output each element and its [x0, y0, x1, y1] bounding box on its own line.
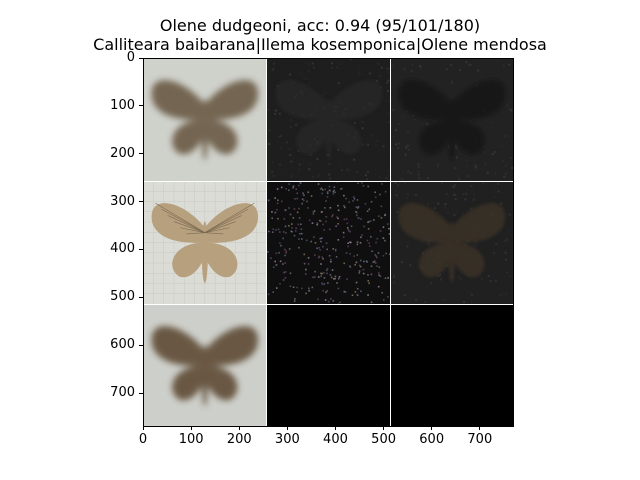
x-tick-label: 500 — [371, 432, 396, 447]
y-tick-mark — [139, 248, 143, 250]
image-tile-r0c1 — [266, 58, 391, 181]
y-tick-label: 100 — [110, 97, 135, 113]
x-tick-label: 700 — [467, 432, 493, 447]
image-tile-r1c2 — [390, 181, 514, 304]
image-tile-r0c2 — [390, 58, 514, 181]
x-tick-mark — [334, 426, 336, 430]
y-tick-mark — [139, 105, 143, 107]
x-tick-label: 600 — [419, 432, 445, 447]
tile-separator-horizontal — [143, 180, 514, 182]
chart-subtitle: Calliteara baibarana|Ilema kosemponica|O… — [93, 35, 547, 54]
chart-title: Olene dudgeoni, acc: 0.94 (95/101/180) — [159, 16, 481, 35]
x-tick-label: 200 — [226, 432, 252, 447]
image-tile-r2c1 — [266, 304, 391, 427]
image-tile-r1c0 — [143, 181, 267, 304]
y-tick-mark — [139, 153, 143, 155]
y-tick-label: 0 — [126, 50, 135, 65]
tile-separator-vertical — [389, 58, 391, 427]
x-tick-label: 300 — [274, 432, 300, 447]
y-tick-label: 400 — [110, 241, 135, 257]
image-tile-r0c0 — [143, 58, 267, 181]
x-tick-mark — [142, 426, 144, 430]
x-tick-mark — [479, 426, 481, 430]
image-tile-r2c2 — [390, 304, 514, 427]
y-tick-mark — [139, 201, 143, 203]
image-grid-axes — [143, 58, 514, 427]
x-tick-mark — [286, 426, 288, 430]
x-tick-label: 400 — [323, 432, 348, 447]
tile-separator-horizontal — [143, 303, 514, 305]
image-tile-r2c0 — [143, 304, 267, 427]
x-tick-mark — [431, 426, 433, 430]
x-tick-label: 100 — [178, 432, 204, 447]
y-tick-mark — [139, 296, 143, 298]
x-tick-mark — [383, 426, 385, 430]
y-tick-mark — [139, 392, 143, 394]
x-tick-mark — [238, 426, 240, 430]
y-tick-label: 600 — [110, 337, 135, 353]
y-tick-label: 500 — [110, 289, 135, 305]
image-tile-r1c1 — [266, 181, 391, 304]
y-tick-label: 700 — [110, 385, 135, 401]
y-tick-label: 200 — [110, 145, 135, 161]
y-tick-mark — [139, 344, 143, 346]
tile-separator-vertical — [266, 58, 268, 427]
x-tick-label: 0 — [138, 432, 148, 447]
x-tick-mark — [190, 426, 192, 430]
y-tick-label: 300 — [110, 193, 135, 209]
y-tick-mark — [139, 57, 143, 59]
